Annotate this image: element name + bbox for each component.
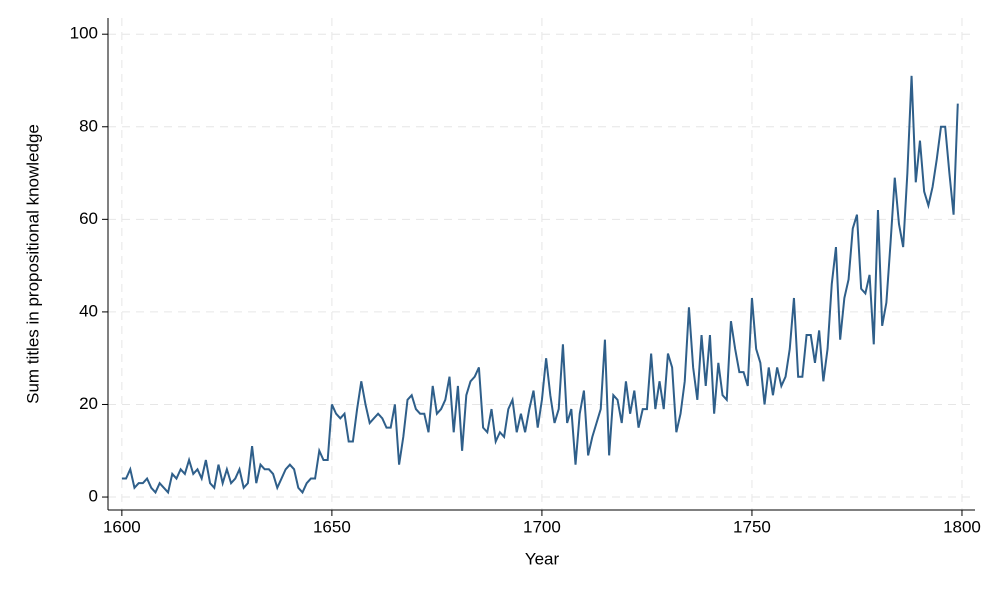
- x-tick-label: 1700: [523, 517, 561, 536]
- x-tick-label: 1750: [733, 517, 771, 536]
- x-axis-label: Year: [525, 549, 560, 568]
- y-tick-label: 100: [70, 24, 98, 43]
- x-tick-label: 1600: [103, 517, 141, 536]
- x-tick-label: 1650: [313, 517, 351, 536]
- y-tick-label: 0: [89, 487, 98, 506]
- y-tick-label: 60: [79, 209, 98, 228]
- line-series: [121, 75, 959, 495]
- x-tick-label: 1800: [943, 517, 981, 536]
- y-tick-label: 80: [79, 116, 98, 135]
- y-tick-label: 20: [79, 394, 98, 413]
- y-tick-label: 40: [79, 301, 98, 320]
- y-axis-label: Sum titles in propositional knowledge: [23, 124, 42, 404]
